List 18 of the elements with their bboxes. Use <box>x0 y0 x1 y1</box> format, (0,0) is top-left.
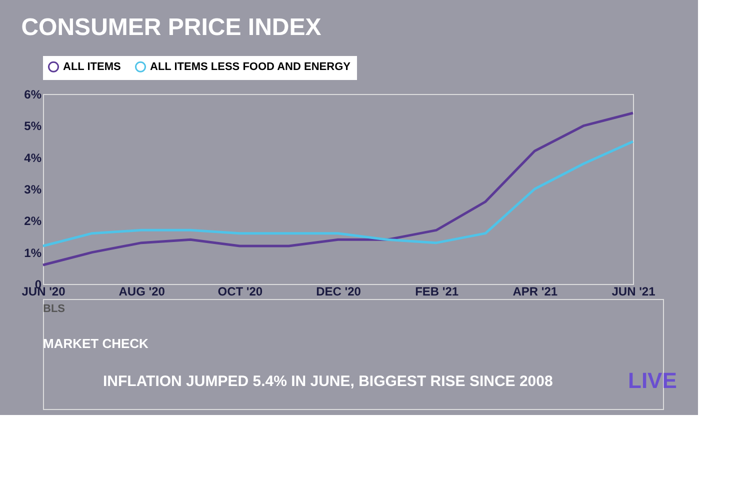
line-series <box>42 140 634 248</box>
x-tick-label: DEC '20 <box>316 284 362 298</box>
x-tick-label: APR '21 <box>512 284 558 298</box>
y-tick-label: 5% <box>24 119 42 134</box>
y-tick-label: 6% <box>24 88 42 102</box>
x-tick-label: AUG '20 <box>118 284 166 298</box>
line-series <box>42 112 634 266</box>
legend-label: ALL ITEMS LESS FOOD AND ENERGY <box>150 60 352 73</box>
y-tick-label: 3% <box>24 182 42 196</box>
x-tick-label: FEB '21 <box>415 284 459 298</box>
legend-label: ALL ITEMS <box>63 60 121 73</box>
x-tick-label: OCT '20 <box>218 284 263 298</box>
x-tick-label: JUN '21 <box>612 284 656 298</box>
text: INFLATION JUMPED 5.4% IN JUNE, BIGGEST RISE SINCE 2008 <box>103 373 553 390</box>
y-tick-label: 4% <box>24 150 42 165</box>
chart-title: CONSUMER PRICE INDEX <box>21 14 322 41</box>
y-tick-label: 1% <box>24 246 42 260</box>
y-tick-label: 2% <box>24 214 42 228</box>
